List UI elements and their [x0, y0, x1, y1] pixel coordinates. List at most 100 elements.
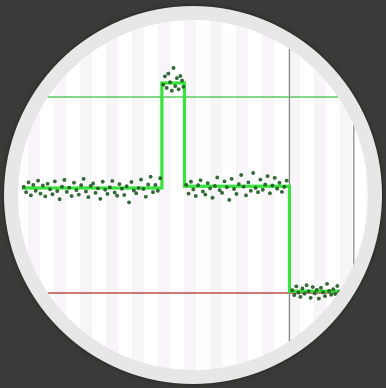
- data-point: [232, 187, 236, 191]
- data-point: [141, 187, 146, 191]
- data-point: [173, 84, 178, 89]
- bg-stripe: [28, 20, 40, 370]
- data-point: [158, 176, 163, 181]
- data-point: [81, 177, 86, 181]
- data-point: [117, 182, 122, 187]
- data-point: [129, 180, 134, 184]
- data-point: [268, 191, 272, 196]
- bg-stripe: [210, 20, 222, 370]
- data-point: [327, 289, 332, 293]
- data-point: [296, 290, 301, 295]
- data-point: [335, 284, 340, 288]
- data-point: [139, 177, 143, 182]
- data-point: [302, 291, 307, 296]
- data-point: [314, 287, 319, 292]
- data-point: [180, 78, 184, 83]
- data-point: [234, 192, 239, 196]
- data-point: [191, 187, 196, 192]
- data-point: [310, 285, 315, 289]
- data-point: [208, 186, 213, 191]
- data-point: [79, 183, 84, 188]
- data-point: [119, 186, 124, 191]
- data-point: [88, 184, 93, 188]
- data-point: [112, 190, 117, 195]
- data-point: [169, 88, 174, 93]
- data-point: [72, 180, 76, 185]
- data-point: [260, 187, 265, 192]
- data-point: [217, 188, 222, 193]
- data-point: [151, 190, 155, 195]
- data-point: [45, 181, 50, 186]
- data-point: [201, 189, 205, 194]
- data-point: [292, 293, 297, 297]
- data-point: [148, 174, 153, 179]
- data-point: [164, 86, 169, 90]
- step-fit-line: [22, 81, 341, 293]
- data-point: [277, 180, 282, 185]
- data-point: [319, 285, 323, 290]
- bg-stripe: [54, 20, 66, 370]
- data-point: [331, 287, 336, 292]
- data-point: [290, 288, 295, 293]
- data-point: [184, 182, 189, 187]
- data-point: [43, 194, 48, 199]
- data-point: [220, 191, 224, 195]
- bg-stripe: [80, 20, 92, 370]
- data-point: [76, 192, 81, 197]
- data-point: [93, 191, 98, 195]
- data-point: [62, 178, 67, 182]
- data-point: [21, 185, 26, 189]
- bg-stripe: [262, 20, 274, 370]
- data-point: [176, 87, 181, 92]
- data-point: [124, 184, 129, 189]
- data-point: [122, 193, 127, 197]
- data-point: [265, 174, 270, 179]
- data-point: [131, 188, 136, 193]
- data-point: [193, 194, 198, 198]
- data-point: [329, 292, 334, 297]
- data-point: [312, 291, 317, 296]
- bg-stripe: [106, 20, 118, 370]
- data-point: [282, 185, 287, 189]
- data-point: [270, 183, 275, 188]
- data-point: [258, 177, 263, 182]
- data-point: [91, 181, 96, 186]
- data-point: [196, 183, 201, 188]
- data-point: [333, 292, 338, 296]
- data-point: [298, 294, 303, 299]
- data-point: [236, 182, 241, 187]
- data-point: [31, 182, 36, 187]
- data-point: [40, 183, 45, 188]
- background-stripes: [28, 20, 368, 370]
- data-point: [127, 200, 131, 205]
- plot-svg: [18, 20, 368, 370]
- data-point: [105, 192, 110, 196]
- data-point: [239, 173, 244, 177]
- data-point: [210, 195, 215, 200]
- data-point: [304, 283, 309, 288]
- data-point: [163, 74, 167, 79]
- data-point: [153, 182, 158, 187]
- data-point: [203, 192, 208, 197]
- data-point: [110, 179, 115, 183]
- data-point: [272, 175, 277, 180]
- data-point: [26, 180, 31, 185]
- data-point: [280, 189, 284, 194]
- data-point: [308, 296, 313, 300]
- data-point: [64, 189, 69, 194]
- data-point: [24, 190, 29, 195]
- data-point: [96, 186, 100, 191]
- fit-line: [22, 81, 341, 293]
- data-point: [284, 178, 289, 183]
- data-point: [189, 179, 193, 184]
- data-point: [52, 179, 57, 184]
- data-point: [107, 185, 112, 190]
- data-point: [294, 284, 299, 289]
- data-point: [256, 190, 260, 195]
- data-point: [212, 184, 217, 188]
- data-point: [48, 187, 52, 192]
- bg-stripe: [340, 20, 352, 370]
- data-point: [248, 188, 253, 193]
- data-point: [263, 182, 268, 187]
- data-point: [198, 178, 203, 183]
